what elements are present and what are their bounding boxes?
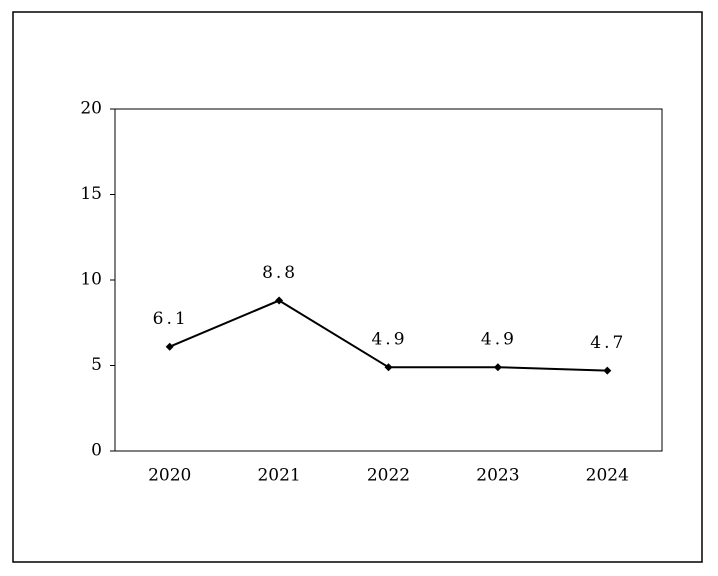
x-tick-label: 2020 bbox=[148, 466, 191, 486]
data-label: 8.8 bbox=[262, 263, 298, 283]
y-tick-label: 5 bbox=[91, 355, 102, 375]
x-tick-label: 2022 bbox=[367, 466, 410, 486]
y-tick-label: 0 bbox=[91, 441, 102, 461]
data-point bbox=[603, 366, 612, 375]
x-tick-label: 2023 bbox=[476, 466, 519, 486]
y-tick-label: 20 bbox=[80, 99, 102, 119]
data-label: 4.9 bbox=[371, 330, 407, 350]
y-tick-label: 15 bbox=[80, 184, 102, 204]
x-tick-label: 2021 bbox=[257, 466, 300, 486]
data-label: 4.7 bbox=[590, 333, 626, 353]
chart-frame bbox=[12, 11, 703, 563]
data-point bbox=[275, 296, 284, 305]
data-point bbox=[165, 342, 174, 351]
data-point bbox=[493, 363, 502, 372]
data-label: 6.1 bbox=[153, 309, 189, 329]
data-label: 4.9 bbox=[481, 330, 517, 350]
plot-area bbox=[114, 108, 663, 452]
data-point bbox=[384, 363, 393, 372]
y-tick-label: 10 bbox=[80, 270, 102, 290]
x-tick-label: 2024 bbox=[586, 466, 629, 486]
